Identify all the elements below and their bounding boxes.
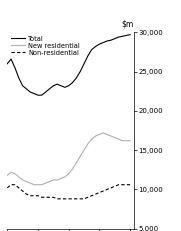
Text: $m: $m bbox=[122, 19, 134, 28]
Legend: Total, New residential, Non-residential: Total, New residential, Non-residential bbox=[10, 36, 80, 56]
